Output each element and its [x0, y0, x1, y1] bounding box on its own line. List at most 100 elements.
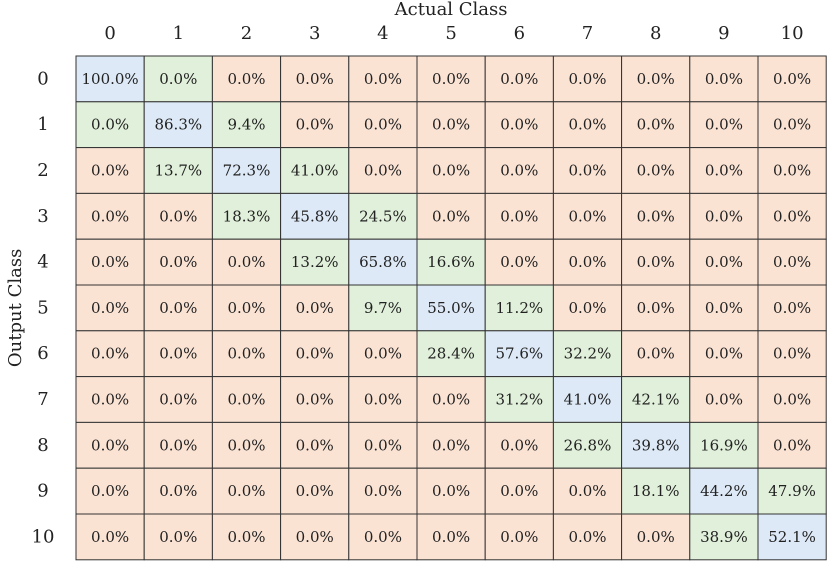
cell-4-2: [211, 238, 282, 286]
cell-label-0-2: 0.0%: [227, 70, 265, 88]
cell-label-9-0: 0.0%: [91, 482, 129, 500]
y-tick-label-9: 9: [37, 481, 48, 502]
cell-10-9: [689, 513, 759, 561]
cell-7-6: [484, 376, 554, 423]
cell-label-3-1: 0.0%: [159, 207, 197, 225]
cell-10-1: [143, 513, 213, 561]
cell-8-9: [689, 421, 759, 469]
cell-label-9-4: 0.0%: [364, 482, 402, 500]
cell-6-6: [484, 330, 554, 378]
cell-label-0-7: 0.0%: [568, 70, 606, 88]
cell-3-3: [280, 192, 350, 240]
cell-label-5-1: 0.0%: [159, 299, 197, 317]
cell-10-2: [211, 513, 282, 561]
cell-label-7-6: 31.2%: [495, 391, 543, 409]
cell-label-9-5: 0.0%: [432, 482, 470, 500]
cell-2-10: [757, 147, 827, 194]
cell-label-2-5: 0.0%: [432, 162, 470, 180]
cell-label-1-3: 0.0%: [296, 116, 334, 134]
cell-label-6-10: 0.0%: [773, 345, 811, 363]
cell-3-10: [757, 192, 827, 240]
cell-7-7: [552, 376, 623, 423]
cell-3-2: [211, 192, 282, 240]
y-axis-title: Output Class: [5, 249, 26, 367]
cell-label-5-6: 11.2%: [495, 299, 543, 317]
cell-label-3-5: 0.0%: [432, 207, 470, 225]
cell-label-8-7: 26.8%: [564, 436, 612, 454]
cell-label-5-2: 0.0%: [227, 299, 265, 317]
cell-7-1: [143, 376, 213, 423]
cell-8-8: [621, 421, 691, 469]
cell-label-4-3: 13.2%: [291, 253, 339, 271]
cell-9-4: [348, 467, 418, 515]
cell-1-9: [689, 101, 759, 149]
cell-4-1: [143, 238, 213, 286]
cell-4-8: [621, 238, 691, 286]
cell-label-10-3: 0.0%: [296, 528, 334, 546]
cell-label-9-8: 18.1%: [632, 482, 680, 500]
y-tick-labels: 0 1 2 3 4 5 6 7 8 9 10: [32, 68, 55, 547]
cell-1-8: [621, 101, 691, 149]
cell-label-7-5: 0.0%: [432, 391, 470, 409]
cell-label-4-10: 0.0%: [773, 253, 811, 271]
cell-7-4: [348, 376, 418, 423]
cell-label-10-2: 0.0%: [227, 528, 265, 546]
cell-10-8: [621, 513, 691, 561]
cell-label-1-9: 0.0%: [705, 116, 743, 134]
cell-label-3-7: 0.0%: [568, 207, 606, 225]
cell-3-9: [689, 192, 759, 240]
cell-label-2-8: 0.0%: [637, 162, 675, 180]
x-tick-label-0: 0: [104, 23, 115, 44]
cell-label-0-4: 0.0%: [364, 70, 402, 88]
x-tick-label-8: 8: [650, 23, 661, 44]
cell-label-2-9: 0.0%: [705, 162, 743, 180]
cell-label-5-7: 0.0%: [568, 299, 606, 317]
x-tick-label-4: 4: [377, 23, 388, 44]
cell-label-10-10: 52.1%: [768, 528, 816, 546]
cell-label-1-0: 0.0%: [91, 116, 129, 134]
cell-label-4-5: 16.6%: [427, 253, 475, 271]
x-tick-labels: 0 1 2 3 4 5 6 7 8 9 10: [104, 23, 803, 44]
cell-1-4: [348, 101, 418, 149]
cell-label-2-3: 41.0%: [291, 162, 339, 180]
heatmap-cells: 100.0% 0.0% 0.0% 0.0% 0.0% 0.0% 0.0% 0.0% 0.0% 0.…: [75, 55, 827, 561]
cell-9-8: [621, 467, 691, 515]
cell-label-10-6: 0.0%: [500, 528, 538, 546]
cell-label-1-4: 0.0%: [364, 116, 402, 134]
cell-7-0: [75, 376, 145, 423]
cell-5-0: [75, 284, 145, 332]
cell-label-10-5: 0.0%: [432, 528, 470, 546]
cell-4-4: [348, 238, 418, 286]
cell-2-5: [416, 147, 486, 194]
cell-7-9: [689, 376, 759, 423]
cell-label-5-4: 9.7%: [364, 299, 402, 317]
cell-10-4: [348, 513, 418, 561]
cell-label-10-7: 0.0%: [568, 528, 606, 546]
cell-label-9-2: 0.0%: [227, 482, 265, 500]
cell-4-9: [689, 238, 759, 286]
cell-7-3: [280, 376, 350, 423]
cell-2-4: [348, 147, 418, 194]
cell-label-4-2: 0.0%: [227, 253, 265, 271]
cell-9-5: [416, 467, 486, 515]
cell-label-6-0: 0.0%: [91, 345, 129, 363]
cell-6-5: [416, 330, 486, 378]
cell-0-9: [689, 55, 759, 103]
y-tick-label-10: 10: [32, 526, 55, 547]
cell-label-6-1: 0.0%: [159, 345, 197, 363]
cell-label-2-2: 72.3%: [223, 162, 271, 180]
x-tick-label-7: 7: [582, 23, 593, 44]
cell-6-2: [211, 330, 282, 378]
cell-label-9-1: 0.0%: [159, 482, 197, 500]
cell-4-6: [484, 238, 554, 286]
cell-8-6: [484, 421, 554, 469]
cell-label-3-4: 24.5%: [359, 207, 407, 225]
cell-label-10-4: 0.0%: [364, 528, 402, 546]
cell-label-7-3: 0.0%: [296, 391, 334, 409]
cell-label-9-3: 0.0%: [296, 482, 334, 500]
cell-8-2: [211, 421, 282, 469]
y-tick-label-8: 8: [37, 435, 48, 456]
cell-label-2-4: 0.0%: [364, 162, 402, 180]
y-tick-label-4: 4: [37, 252, 48, 273]
cell-label-4-6: 0.0%: [500, 253, 538, 271]
